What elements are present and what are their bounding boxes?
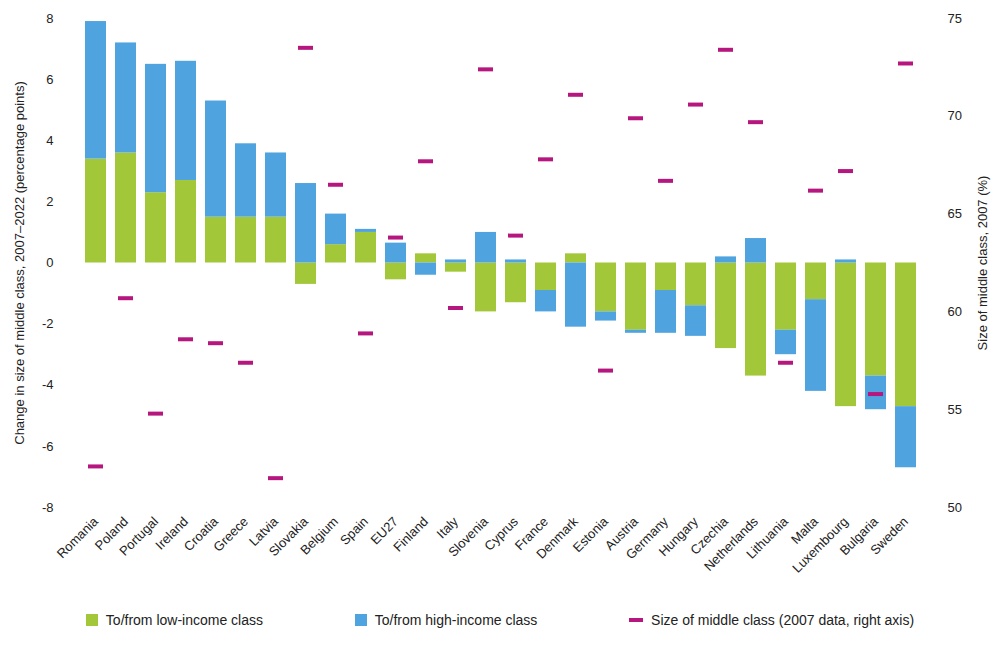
svg-text:Sweden: Sweden: [867, 514, 911, 558]
svg-text:Belgium: Belgium: [297, 514, 341, 558]
svg-text:-4: -4: [42, 377, 54, 392]
svg-text:60: 60: [948, 304, 962, 319]
svg-text:8: 8: [46, 11, 53, 26]
svg-text:Luxembourg: Luxembourg: [789, 513, 852, 576]
html-text:Size of middle class (2007 dat: Size of middle class (2007 data, right a…: [651, 612, 915, 628]
svg-text:Italy: Italy: [433, 513, 462, 542]
html-text:To/from high-income class: To/from high-income class: [374, 612, 538, 628]
svg-text:Poland: Poland: [91, 513, 132, 553]
svg-text:Slovakia: Slovakia: [265, 513, 312, 560]
svg-text:Austria: Austria: [601, 513, 642, 553]
svg-text:Spain: Spain: [337, 514, 371, 548]
html-text:To/from low-income class: To/from low-income class: [105, 612, 263, 628]
svg-text:75: 75: [948, 11, 962, 26]
svg-text:Size of middle class, 2007 (%): Size of middle class, 2007 (%): [975, 176, 990, 351]
svg-text:4: 4: [46, 133, 53, 148]
svg-text:Slovenia: Slovenia: [445, 513, 491, 559]
svg-text:Cyprus: Cyprus: [481, 513, 521, 553]
svg-text:Estonia: Estonia: [570, 513, 612, 555]
svg-text:Croatia: Croatia: [180, 513, 222, 554]
svg-text:0: 0: [46, 255, 53, 270]
svg-text:Lithuania: Lithuania: [743, 513, 791, 561]
svg-text:55: 55: [948, 402, 962, 417]
svg-text:-8: -8: [42, 500, 54, 515]
svg-text:-2: -2: [42, 316, 54, 331]
svg-text:65: 65: [948, 206, 962, 221]
svg-text:Bulgaria: Bulgaria: [836, 513, 882, 559]
svg-text:Czechia: Czechia: [687, 513, 732, 558]
svg-text:Germany: Germany: [622, 513, 672, 563]
svg-text:Romania: Romania: [54, 513, 102, 561]
svg-text:Denmark: Denmark: [533, 513, 581, 561]
svg-text:EU27: EU27: [367, 513, 402, 548]
svg-text:Latvia: Latvia: [245, 513, 282, 549]
svg-text:-6: -6: [42, 439, 54, 454]
svg-text:70: 70: [948, 108, 962, 123]
svg-text:Netherlands: Netherlands: [700, 513, 762, 574]
svg-text:Finland: Finland: [390, 514, 431, 555]
svg-text:France: France: [511, 513, 552, 553]
svg-text:Greece: Greece: [210, 514, 251, 555]
svg-text:Ireland: Ireland: [152, 513, 192, 553]
svg-text:Hungary: Hungary: [655, 513, 702, 560]
svg-text:Malta: Malta: [788, 513, 822, 547]
svg-text:Portugal: Portugal: [116, 514, 161, 559]
svg-text:6: 6: [46, 72, 53, 87]
svg-text:Change in size of middle class: Change in size of middle class, 2007–202…: [12, 81, 27, 445]
svg-text:2: 2: [46, 194, 53, 209]
svg-text:50: 50: [948, 500, 962, 515]
